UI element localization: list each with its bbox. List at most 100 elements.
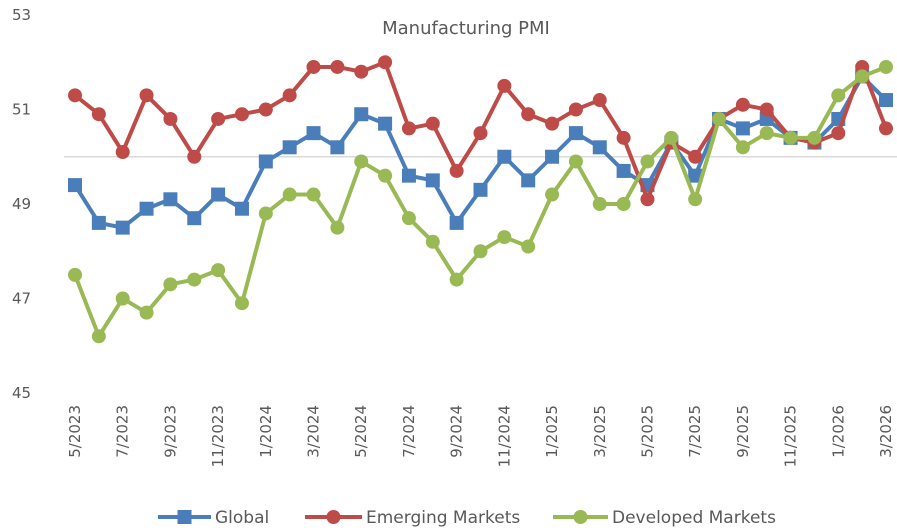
data-point bbox=[354, 154, 369, 169]
legend-marker bbox=[326, 510, 341, 524]
x-tick-label: 7/2024 bbox=[400, 405, 418, 458]
data-point bbox=[449, 272, 464, 287]
data-point bbox=[354, 107, 369, 122]
data-point bbox=[497, 230, 512, 245]
data-point bbox=[258, 154, 273, 169]
data-point bbox=[163, 111, 178, 126]
data-point bbox=[378, 116, 393, 131]
data-point bbox=[640, 192, 655, 207]
data-point bbox=[735, 97, 750, 112]
data-point bbox=[688, 149, 703, 164]
y-tick-label: 49 bbox=[12, 195, 31, 213]
data-point bbox=[234, 296, 249, 311]
x-tick-label: 3/2026 bbox=[877, 405, 895, 458]
chart-title: Manufacturing PMI bbox=[382, 18, 550, 39]
data-point bbox=[735, 121, 750, 136]
data-point bbox=[91, 329, 106, 344]
x-tick-label: 5/2025 bbox=[638, 405, 656, 458]
data-point bbox=[234, 201, 249, 216]
data-point bbox=[306, 59, 321, 74]
data-point bbox=[473, 126, 488, 141]
x-tick-label: 3/2025 bbox=[591, 405, 609, 458]
data-point bbox=[401, 168, 416, 183]
data-point bbox=[449, 163, 464, 178]
data-point bbox=[306, 126, 321, 141]
x-tick-label: 9/2025 bbox=[734, 405, 752, 458]
legend-marker bbox=[177, 510, 192, 524]
y-tick-label: 51 bbox=[12, 101, 31, 119]
data-point bbox=[330, 140, 345, 155]
data-point bbox=[330, 59, 345, 74]
data-point bbox=[187, 272, 202, 287]
data-point bbox=[68, 88, 82, 103]
data-point bbox=[115, 220, 130, 235]
data-point bbox=[521, 173, 536, 188]
data-point bbox=[616, 130, 631, 145]
legend-label: Emerging Markets bbox=[366, 508, 520, 528]
data-point bbox=[545, 149, 560, 164]
y-tick-label: 47 bbox=[12, 290, 31, 308]
data-point bbox=[139, 201, 154, 216]
legend-marker bbox=[573, 510, 588, 524]
data-point bbox=[139, 88, 154, 103]
data-point bbox=[879, 59, 893, 74]
data-point bbox=[545, 116, 560, 131]
data-point bbox=[425, 116, 440, 131]
data-point bbox=[712, 111, 727, 126]
series bbox=[68, 69, 893, 235]
data-point bbox=[425, 173, 440, 188]
data-point bbox=[664, 130, 679, 145]
data-point bbox=[163, 192, 178, 207]
data-point bbox=[258, 206, 273, 221]
data-point bbox=[211, 187, 226, 202]
data-point bbox=[879, 121, 893, 136]
data-point bbox=[831, 88, 846, 103]
data-point bbox=[616, 163, 631, 178]
data-point bbox=[807, 130, 822, 145]
data-point bbox=[211, 111, 226, 126]
data-point bbox=[449, 215, 464, 230]
data-point bbox=[330, 220, 345, 235]
data-point bbox=[879, 93, 893, 108]
data-point bbox=[688, 192, 703, 207]
data-point bbox=[759, 126, 774, 141]
legend-label: Developed Markets bbox=[612, 508, 776, 528]
data-point bbox=[473, 182, 488, 197]
x-tick-label: 11/2025 bbox=[782, 405, 800, 467]
x-tick-label: 9/2024 bbox=[448, 405, 466, 458]
data-point bbox=[568, 102, 583, 117]
data-point bbox=[497, 78, 512, 93]
x-tick-label: 3/2024 bbox=[305, 405, 323, 458]
data-point bbox=[68, 267, 82, 282]
x-tick-label: 5/2024 bbox=[352, 405, 370, 458]
data-point bbox=[759, 102, 774, 117]
legend: Global Emerging Markets Developed Markets bbox=[158, 508, 776, 528]
data-point bbox=[91, 215, 106, 230]
data-point bbox=[568, 126, 583, 141]
y-tick-label: 45 bbox=[12, 384, 31, 402]
x-tick-label: 11/2023 bbox=[209, 405, 227, 467]
x-tick-label: 1/2026 bbox=[829, 405, 847, 458]
legend-label: Global bbox=[215, 508, 269, 528]
data-point bbox=[68, 178, 82, 193]
data-point bbox=[401, 211, 416, 226]
x-tick-label: 1/2024 bbox=[257, 405, 275, 458]
data-point bbox=[521, 107, 536, 122]
data-point bbox=[378, 168, 393, 183]
data-point bbox=[282, 88, 297, 103]
data-point bbox=[545, 187, 560, 202]
data-point bbox=[616, 197, 631, 211]
data-point bbox=[688, 168, 703, 183]
data-point bbox=[378, 55, 393, 70]
data-point bbox=[187, 211, 202, 226]
data-point bbox=[211, 263, 226, 278]
data-point bbox=[831, 126, 846, 141]
data-point bbox=[139, 305, 154, 320]
data-point bbox=[497, 149, 512, 164]
data-point bbox=[425, 234, 440, 249]
data-point bbox=[354, 64, 369, 79]
data-point bbox=[735, 140, 750, 155]
data-point bbox=[282, 187, 297, 202]
data-point bbox=[592, 197, 607, 211]
